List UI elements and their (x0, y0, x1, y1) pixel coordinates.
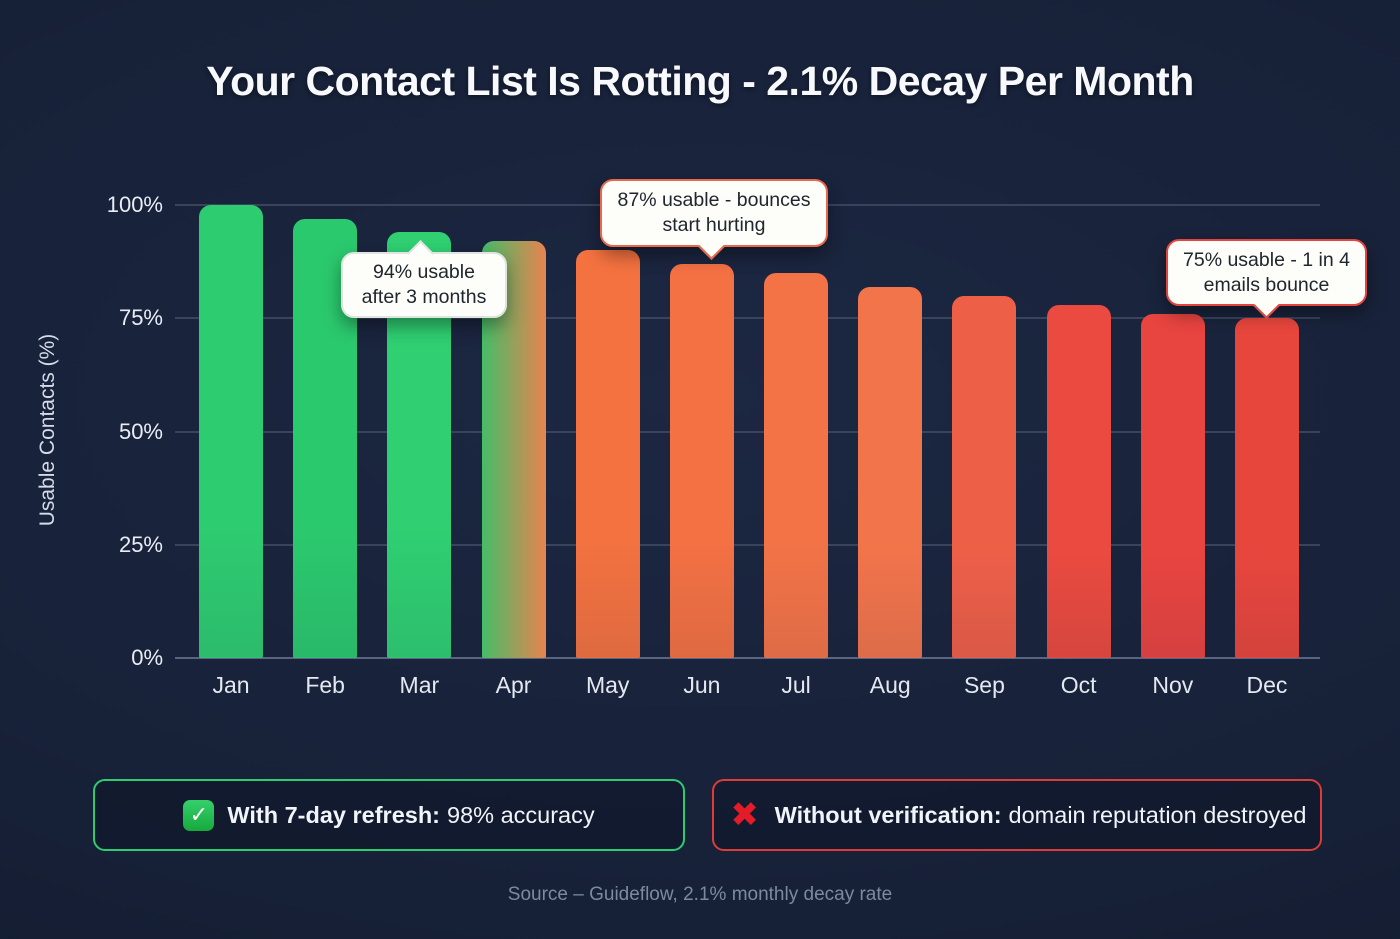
annotation-dec: 75% usable - 1 in 4 emails bounce (1166, 239, 1367, 319)
gridline-25 (175, 543, 1320, 546)
y-tick-label: 100% (106, 192, 163, 217)
source-citation: Source – Guideflow, 2.1% monthly decay r… (507, 884, 893, 905)
badge-detail-text: domain reputation destroyed (1008, 801, 1307, 828)
annotation-line: after 3 months (361, 286, 487, 308)
bar-jun (669, 263, 734, 658)
x-tick-label-sep: Sep (963, 672, 1005, 698)
x-tick-label-may: May (585, 672, 630, 698)
gridline-50 (175, 430, 1320, 433)
cross-icon: ✖ (730, 796, 759, 834)
annotation-mar: 94% usable after 3 months (341, 239, 507, 318)
annotation-line: start hurting (662, 214, 766, 236)
gridline-0 (175, 657, 1320, 659)
x-tick-label-feb: Feb (305, 672, 345, 698)
annotation-line: 75% usable - 1 in 4 (1183, 248, 1350, 271)
x-tick-label-mar: Mar (399, 672, 440, 698)
y-tick-label: 75% (118, 305, 163, 331)
x-tick-label-jun: Jun (683, 672, 721, 698)
badge-bold-text: With 7-day refresh: (227, 801, 441, 828)
bar-jan (199, 205, 263, 658)
x-tick-label-apr: Apr (495, 672, 532, 698)
y-tick-label: 0% (131, 645, 163, 670)
annotation-jun: 87% usable - bounces start hurting (600, 179, 828, 260)
x-tick-label-jan: Jan (212, 672, 250, 698)
bar-oct (1046, 304, 1111, 658)
gridline-75 (175, 317, 1320, 320)
refresh-benefit-badge: ✓ With 7-day refresh: 98% accuracy (93, 779, 685, 851)
annotation-line: 94% usable (373, 261, 475, 284)
badge-text: With 7-day refresh: 98% accuracy (227, 802, 594, 829)
y-tick-label: 25% (118, 531, 163, 557)
annotation-line: emails bounce (1203, 273, 1330, 296)
no-verification-warning-badge: ✖ Without verification: domain reputation… (712, 779, 1322, 851)
y-tick-label: 50% (118, 418, 163, 444)
bar-dec (1234, 318, 1299, 658)
x-tick-label-oct: Oct (1060, 672, 1097, 698)
badge-bold-text: Without verification: (774, 801, 1002, 828)
x-tick-label-jul: Jul (781, 672, 811, 698)
bar-aug (858, 286, 923, 658)
badge-text: Without verification: domain reputation d… (775, 802, 1307, 829)
badge-detail-text: 98% accuracy (447, 801, 595, 828)
x-tick-label-nov: Nov (1152, 672, 1194, 698)
bar-nov (1140, 313, 1205, 658)
check-icon: ✓ (183, 799, 215, 831)
x-tick-label-aug: Aug (869, 672, 911, 698)
bar-sep (952, 295, 1017, 658)
chart-title: Your Contact List Is Rotting - 2.1% Deca… (206, 58, 1194, 104)
x-tick-label-dec: Dec (1246, 672, 1288, 698)
bar-may (575, 250, 640, 658)
bar-jul (764, 272, 829, 658)
annotation-line: 87% usable - bounces (617, 189, 811, 212)
